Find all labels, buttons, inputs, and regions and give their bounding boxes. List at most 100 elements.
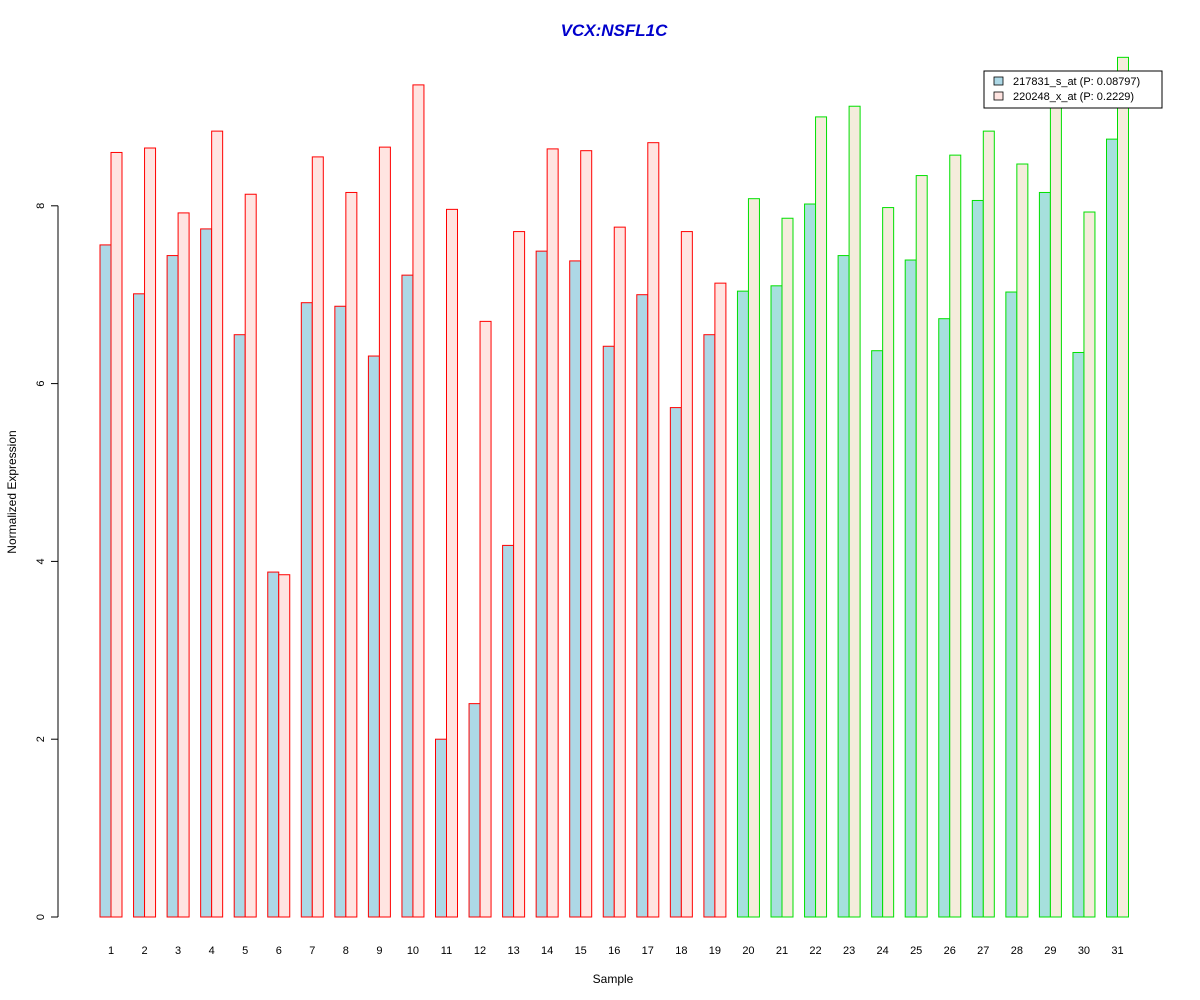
- bar-series-2-sample-30: [1083, 211, 1096, 918]
- bar-series-2-sample-20: [747, 198, 760, 918]
- bar-series-2-sample-19: [714, 282, 727, 918]
- x-tick-label-29: 29: [1044, 945, 1056, 957]
- bar-series-1-sample-10: [401, 274, 414, 918]
- x-tick-label-24: 24: [877, 945, 889, 957]
- bar-series-1-sample-1: [99, 244, 112, 918]
- y-tick-label-0: 0: [35, 914, 47, 920]
- legend-label-series-2: 220248_x_at (P: 0.2229): [1013, 91, 1134, 103]
- x-tick-label-11: 11: [441, 945, 452, 957]
- bars-layer: [99, 56, 1129, 918]
- x-tick-label-26: 26: [944, 945, 956, 957]
- x-tick-label-16: 16: [608, 945, 620, 957]
- bar-series-2-sample-23: [848, 105, 861, 918]
- bar-series-1-sample-23: [837, 255, 850, 918]
- y-tick-label-4: 4: [35, 558, 47, 564]
- x-tick-label-1: 1: [108, 945, 114, 957]
- y-axis-title: Normalized Expression: [5, 430, 19, 553]
- bar-series-1-sample-12: [468, 703, 481, 918]
- bar-series-2-sample-16: [613, 226, 626, 918]
- bar-series-2-sample-11: [446, 208, 458, 918]
- y-tick-label-2: 2: [35, 736, 47, 742]
- x-tick-label-9: 9: [376, 945, 382, 957]
- bar-series-1-sample-6: [267, 571, 280, 918]
- x-tick-label-6: 6: [276, 945, 282, 957]
- legend-swatch-series-2: [993, 91, 1004, 101]
- x-tick-label-13: 13: [507, 945, 519, 957]
- bar-series-2-sample-4: [211, 130, 224, 918]
- bar-series-2-sample-29: [1049, 103, 1062, 918]
- x-tick-label-12: 12: [474, 945, 486, 957]
- bar-series-1-sample-25: [904, 259, 917, 918]
- legend: 217831_s_at (P: 0.08797) 220248_x_at (P:…: [983, 70, 1163, 109]
- bar-series-2-sample-24: [882, 207, 895, 918]
- bar-series-1-sample-17: [636, 294, 649, 918]
- x-tick-label-21: 21: [776, 945, 788, 957]
- x-tick-label-14: 14: [541, 945, 553, 957]
- x-tick-label-17: 17: [642, 945, 654, 957]
- bar-series-2-sample-5: [244, 193, 257, 918]
- x-tick-label-5: 5: [242, 945, 248, 957]
- bar-series-2-sample-10: [412, 84, 425, 918]
- x-tick-label-8: 8: [343, 945, 349, 957]
- bar-series-2-sample-17: [647, 142, 660, 918]
- bar-series-2-sample-27: [982, 130, 995, 918]
- bar-series-2-sample-12: [479, 320, 492, 918]
- bar-series-2-sample-13: [513, 231, 526, 918]
- bar-series-2-sample-22: [815, 116, 828, 918]
- bar-series-1-sample-15: [569, 260, 582, 918]
- x-tick-label-20: 20: [742, 945, 754, 957]
- bar-series-2-sample-31: [1117, 56, 1129, 918]
- bar-series-1-sample-13: [502, 544, 515, 918]
- bar-series-2-sample-8: [345, 191, 358, 918]
- bar-series-1-sample-22: [804, 203, 817, 918]
- bar-series-1-sample-18: [669, 407, 682, 918]
- legend-box: [983, 70, 1163, 109]
- bar-series-1-sample-8: [334, 305, 347, 918]
- y-tick-label-6: 6: [35, 381, 47, 387]
- bar-series-1-sample-19: [703, 334, 716, 918]
- legend-swatch-series-1: [993, 76, 1004, 86]
- bar-series-2-sample-1: [110, 151, 123, 918]
- bar-series-2-sample-6: [278, 574, 291, 918]
- bar-series-2-sample-26: [949, 154, 962, 918]
- bar-series-1-sample-31: [1106, 138, 1118, 918]
- bar-series-2-sample-15: [580, 150, 593, 918]
- x-tick-label-2: 2: [141, 945, 147, 957]
- bar-series-1-sample-27: [971, 199, 984, 918]
- bar-series-1-sample-28: [1005, 291, 1018, 918]
- x-axis: 1 2 3 4 5 6 7 8 9 10 11 12 13 14 15 16 17 18 19 20 21 22 23 24 2…: [108, 945, 1124, 957]
- bar-series-1-sample-2: [133, 293, 146, 918]
- bar-series-2-sample-3: [177, 212, 190, 918]
- bar-series-1-sample-16: [602, 345, 615, 918]
- x-tick-label-25: 25: [910, 945, 922, 957]
- bar-series-2-sample-28: [1016, 163, 1029, 918]
- x-tick-label-10: 10: [407, 945, 419, 957]
- bar-series-1-sample-21: [770, 285, 783, 918]
- bar-series-2-sample-2: [144, 147, 157, 918]
- bar-series-2-sample-14: [546, 148, 559, 918]
- x-tick-label-4: 4: [209, 945, 215, 957]
- bar-series-1-sample-24: [871, 350, 884, 918]
- y-axis: 0 2 4 6 8: [35, 203, 59, 920]
- bar-series-1-sample-9: [367, 355, 380, 918]
- bar-series-1-sample-3: [166, 255, 179, 918]
- bar-series-1-sample-20: [736, 290, 749, 918]
- x-tick-label-15: 15: [575, 945, 587, 957]
- x-tick-label-31: 31: [1111, 945, 1123, 957]
- x-tick-label-28: 28: [1011, 945, 1023, 957]
- x-tick-label-19: 19: [709, 945, 721, 957]
- bar-series-1-sample-30: [1072, 351, 1085, 918]
- x-tick-label-7: 7: [309, 945, 315, 957]
- x-tick-label-3: 3: [175, 945, 181, 957]
- bar-series-1-sample-5: [233, 334, 246, 918]
- bar-series-1-sample-4: [200, 228, 213, 918]
- x-tick-label-18: 18: [675, 945, 687, 957]
- bar-series-1-sample-26: [938, 318, 951, 918]
- chart-title: VCX:NSFL1C: [561, 21, 668, 40]
- y-tick-label-8: 8: [35, 203, 47, 209]
- x-tick-label-22: 22: [809, 945, 821, 957]
- bar-series-2-sample-7: [311, 156, 324, 918]
- bar-series-1-sample-7: [300, 302, 313, 918]
- x-axis-title: Sample: [593, 972, 634, 986]
